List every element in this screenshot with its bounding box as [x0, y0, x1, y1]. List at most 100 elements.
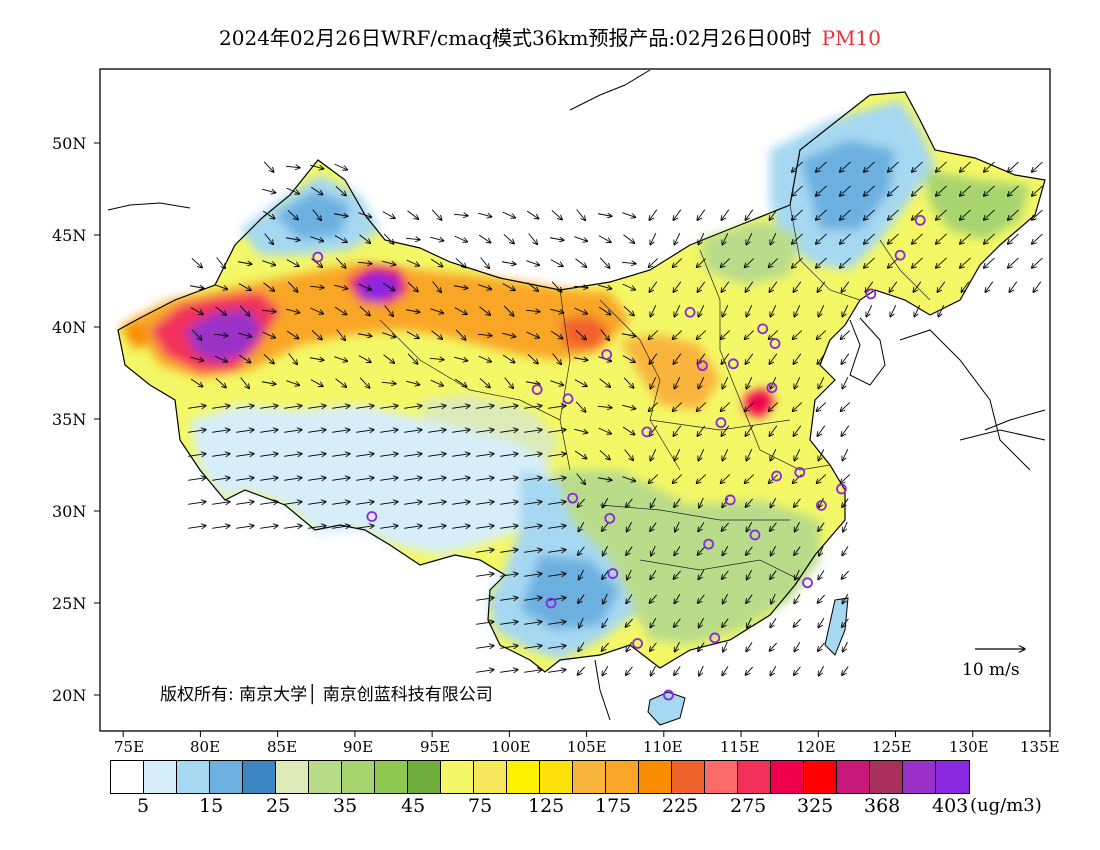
legend-swatch-24: [903, 761, 936, 793]
orange-hotspot-west: [120, 322, 150, 350]
wind-arrow-413: [602, 498, 609, 507]
wind-arrow-359: [650, 448, 657, 461]
legend-label-45: 45: [401, 795, 426, 817]
wind-arrow-258: [240, 377, 250, 389]
wind-arrow-158: [817, 281, 826, 293]
wind-arrow-24: [911, 185, 923, 196]
lat-label-50n: 50N: [52, 134, 87, 153]
wind-arrow-238: [429, 358, 444, 359]
station-marker-17: [766, 382, 778, 394]
wind-arrow-530: [818, 642, 825, 652]
wind-arrow-325: [500, 430, 518, 433]
wind-arrow-192: [770, 304, 777, 317]
wind-arrow-181: [503, 305, 514, 316]
wind-arrow-343: [260, 454, 278, 457]
copyright-text: 版权所有: 南京大学│ 南京创蓝科技有限公司: [160, 685, 493, 705]
wind-arrow-456: [578, 546, 585, 556]
wind-arrow-449: [794, 521, 800, 532]
wind-arrow-210: [431, 330, 442, 340]
wind-arrow-120: [768, 258, 779, 268]
wind-arrow-154: [721, 281, 730, 293]
wind-arrow-430: [332, 526, 350, 529]
wind-arrow-212: [477, 334, 492, 335]
wind-arrow-102: [335, 257, 346, 268]
wind-arrow-294: [428, 406, 446, 409]
wind-arrow-160: [865, 281, 874, 293]
wind-arrow-88: [863, 233, 875, 244]
wind-arrow-113: [599, 257, 610, 268]
wind-arrow-16: [286, 187, 300, 194]
wind-arrow-163: [937, 281, 946, 293]
wind-arrow-159: [841, 281, 850, 293]
wind-arrow-3: [334, 163, 348, 170]
wind-arrow-538: [626, 666, 633, 676]
wind-arrow-46: [649, 209, 658, 221]
wind-arrow-508: [674, 618, 681, 628]
wind-arrow-126: [911, 257, 923, 268]
station-marker-18: [715, 417, 727, 429]
wind-arrow-315: [260, 430, 278, 433]
wind-arrow-217: [600, 329, 610, 341]
lat-label-45n: 45N: [52, 226, 87, 245]
wind-arrow-21: [839, 185, 851, 196]
wind-arrow-509: [698, 617, 704, 628]
wind-arrow-155: [745, 281, 754, 293]
wind-arrow-436: [476, 526, 494, 529]
wind-arrow-433: [404, 526, 422, 529]
wind-arrow-355: [548, 454, 566, 457]
wind-arrow-471: [548, 574, 566, 577]
wind-arrow-265: [406, 380, 420, 385]
wind-arrow-412: [577, 498, 586, 507]
wind-arrow-502: [524, 622, 542, 625]
wind-arrow-512: [770, 618, 777, 627]
wind-arrow-148: [573, 286, 588, 287]
wind-arrow-400: [284, 502, 302, 505]
map-frame: [99, 68, 1051, 732]
wind-arrow-11: [959, 161, 971, 172]
wind-arrow-472: [578, 569, 584, 580]
wind-arrow-255: [841, 353, 850, 365]
wind-arrow-356: [574, 450, 587, 459]
taiwan: [824, 597, 849, 656]
wind-arrow-545: [794, 666, 801, 676]
wind-arrow-442: [626, 521, 632, 532]
wind-arrow-374: [332, 478, 350, 481]
wind-arrow-201: [213, 334, 228, 335]
wind-arrow-171: [261, 310, 276, 311]
wind-arrow-273: [599, 378, 610, 388]
wind-arrow-423: [842, 498, 849, 508]
wind-arrow-385: [598, 478, 612, 481]
lat-label-35n: 35N: [52, 410, 87, 429]
wind-arrow-474: [627, 569, 632, 580]
wind-arrow-506: [625, 618, 634, 627]
wind-arrow-211: [455, 329, 466, 340]
station-marker-11: [641, 426, 653, 438]
wind-arrow-268: [479, 377, 490, 387]
wind-arrow-30: [262, 210, 275, 219]
wind-arrow-84: [770, 232, 777, 245]
wind-arrow-387: [648, 474, 659, 484]
wind-arrow-173: [310, 307, 324, 314]
wind-arrow-53: [815, 209, 827, 220]
wind-arrow-122: [815, 257, 827, 268]
station-marker-4: [567, 492, 579, 504]
wind-arrow-537: [602, 666, 609, 675]
wind-arrow-495: [746, 594, 753, 604]
wind-arrow-454: [524, 550, 542, 553]
wind-arrow-519: [548, 646, 566, 649]
wind-arrow-341: [212, 454, 230, 457]
wind-arrow-227: [840, 330, 851, 340]
wind-arrow-204: [286, 330, 299, 339]
wind-arrow-376: [380, 478, 398, 481]
neighbor-coastlines: [107, 69, 1046, 721]
wind-arrow-15: [262, 188, 276, 193]
wind-arrow-81: [698, 232, 705, 245]
wind-arrow-124: [863, 257, 875, 268]
lon-label-100e: 100E: [491, 738, 531, 756]
wind-arrow-109: [502, 262, 516, 265]
wind-arrow-339: [841, 425, 850, 437]
wind-arrow-371: [260, 478, 278, 481]
wind-arrow-270: [526, 382, 540, 385]
wind-arrow-256: [190, 378, 203, 387]
lon-label-135e: 135E: [1020, 738, 1060, 756]
